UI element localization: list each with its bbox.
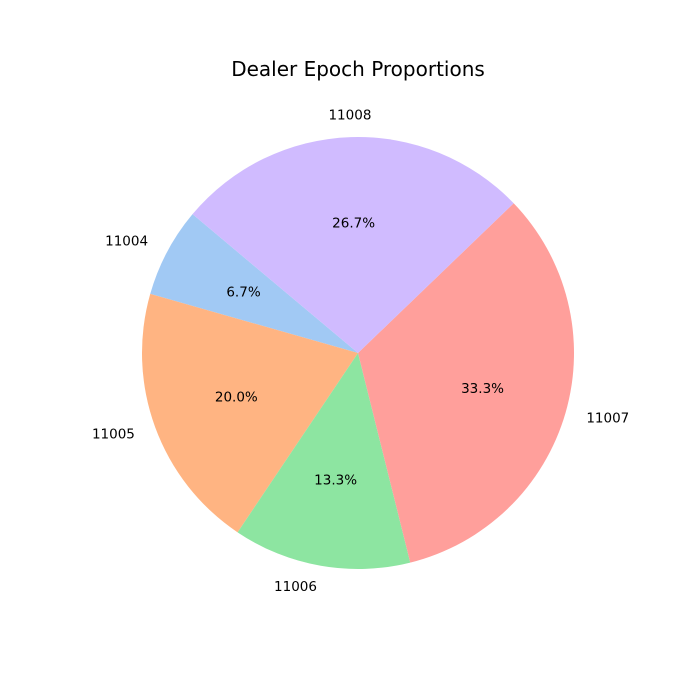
pie-slice-11004 [150,214,358,353]
pie-slice-11008 [192,136,514,353]
pie-slice-11005 [141,293,358,533]
pct-label-11005: 20.0% [215,390,258,406]
chart-title: Dealer Epoch Proportions [231,57,485,81]
slice-label-11007: 11007 [586,411,629,427]
pct-label-11008: 26.7% [332,215,375,231]
slice-label-11005: 11005 [92,427,135,443]
slice-label-11006: 11006 [274,579,317,595]
pie-slices [141,136,574,569]
pie-slice-11007 [358,203,574,563]
slice-label-11004: 11004 [105,234,148,250]
pie-slice-11006 [237,353,411,569]
pct-label-11004: 6.7% [226,284,260,300]
slice-label-11008: 11008 [328,108,371,124]
pie-labels: 6.7% 11004 20.0% 11005 13.3% 11006 33.3% 11007 2… [92,108,629,595]
pct-label-11007: 33.3% [461,381,504,397]
pct-label-11006: 13.3% [314,473,357,489]
